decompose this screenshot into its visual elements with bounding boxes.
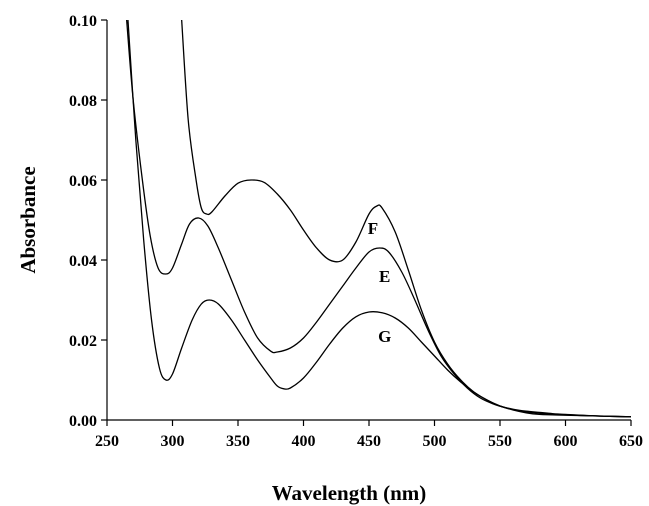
x-tick-label: 300 bbox=[161, 433, 185, 450]
x-tick-label: 500 bbox=[423, 433, 447, 450]
y-tick-label: 0.10 bbox=[69, 13, 97, 30]
curve-label-g: G bbox=[378, 327, 391, 346]
y-tick-label: 0.00 bbox=[69, 413, 97, 430]
curve-label-e: E bbox=[379, 267, 390, 286]
x-tick-label: 350 bbox=[226, 433, 250, 450]
x-tick-label: 450 bbox=[357, 433, 381, 450]
x-ticks-group: 250 300 350 400 450 500 550 600 650 bbox=[95, 420, 643, 450]
y-axis-title: Absorbance bbox=[16, 166, 40, 273]
curve-g bbox=[127, 19, 632, 418]
y-tick-label: 0.02 bbox=[69, 333, 97, 350]
x-tick-label: 550 bbox=[488, 433, 512, 450]
curve-e bbox=[126, 19, 632, 418]
y-tick-label: 0.04 bbox=[69, 253, 97, 270]
y-ticks-group: 0.00 0.02 0.04 0.06 0.08 0.10 bbox=[69, 13, 107, 430]
y-tick-label: 0.08 bbox=[69, 93, 97, 110]
curve-labels-group: F E G bbox=[368, 219, 392, 346]
x-tick-label: 400 bbox=[292, 433, 316, 450]
curves-group bbox=[126, 19, 632, 418]
x-tick-label: 600 bbox=[554, 433, 578, 450]
curve-f bbox=[181, 19, 632, 418]
curve-label-f: F bbox=[368, 219, 378, 238]
y-tick-label: 0.06 bbox=[69, 173, 97, 190]
x-tick-label: 650 bbox=[619, 433, 643, 450]
x-tick-label: 250 bbox=[95, 433, 119, 450]
x-axis-title: Wavelength (nm) bbox=[272, 481, 427, 505]
